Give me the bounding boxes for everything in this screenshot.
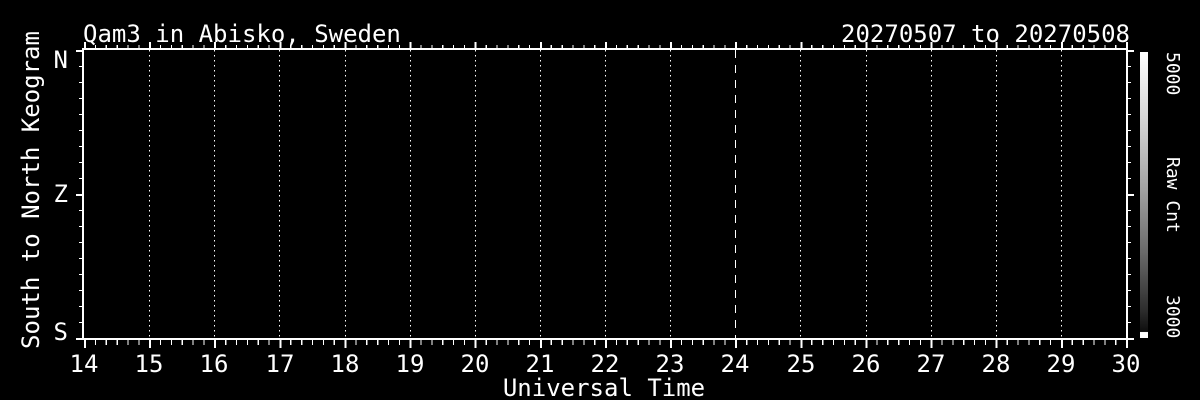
x-tick-label-26: 26 [851,350,881,378]
y-tick-label-south: S [53,318,68,346]
gridline-27 [931,50,933,338]
y-tick-label-zenith: Z [53,180,68,208]
x-tick-label-18: 18 [330,350,360,378]
x-axis-bottom-major-ticks [84,340,1128,348]
x-tick-label-27: 27 [916,350,946,378]
gridline-18 [345,50,347,338]
x-tick-label-21: 21 [525,350,555,378]
gridline-16 [214,50,216,338]
gridline-22 [605,50,607,338]
gridline-20 [475,50,477,338]
x-tick-label-28: 28 [981,350,1011,378]
x-tick-label-29: 29 [1046,350,1076,378]
x-tick-label-24: 24 [720,350,750,378]
x-tick-label-30: 30 [1111,350,1141,378]
x-tick-label-15: 15 [134,350,164,378]
x-tick-label-22: 22 [590,350,620,378]
colorbar-gradient [1140,52,1148,338]
y-tick-label-north: N [53,46,68,74]
plot-area [84,50,1126,338]
gridline-21 [540,50,542,338]
gridline-19 [410,50,412,338]
x-axis-title: Universal Time [502,374,706,400]
gridline-29 [1061,50,1063,338]
y-axis-left-major-ticks [76,50,84,340]
gridline-15 [149,50,151,338]
x-tick-label-20: 20 [460,350,490,378]
colorbar-min-label: 3000 [1162,295,1183,339]
x-tick-label-14: 14 [69,350,99,378]
gridline-25 [800,50,802,338]
gridline-23 [670,50,672,338]
gridline-28 [996,50,998,338]
gridline-26 [866,50,868,338]
colorbar-max-label: 5000 [1162,52,1183,96]
y-axis-right-major-ticks [1126,50,1134,340]
x-tick-label-19: 19 [395,350,425,378]
x-tick-label-25: 25 [786,350,816,378]
colorbar-title: Raw Cnt [1162,157,1183,233]
x-tick-label-16: 16 [199,350,229,378]
x-tick-label-17: 17 [265,350,295,378]
gridline-17 [279,50,281,338]
x-axis-top-major-ticks [84,42,1128,50]
gridline-24-dashed [735,50,737,338]
x-tick-label-23: 23 [655,350,685,378]
